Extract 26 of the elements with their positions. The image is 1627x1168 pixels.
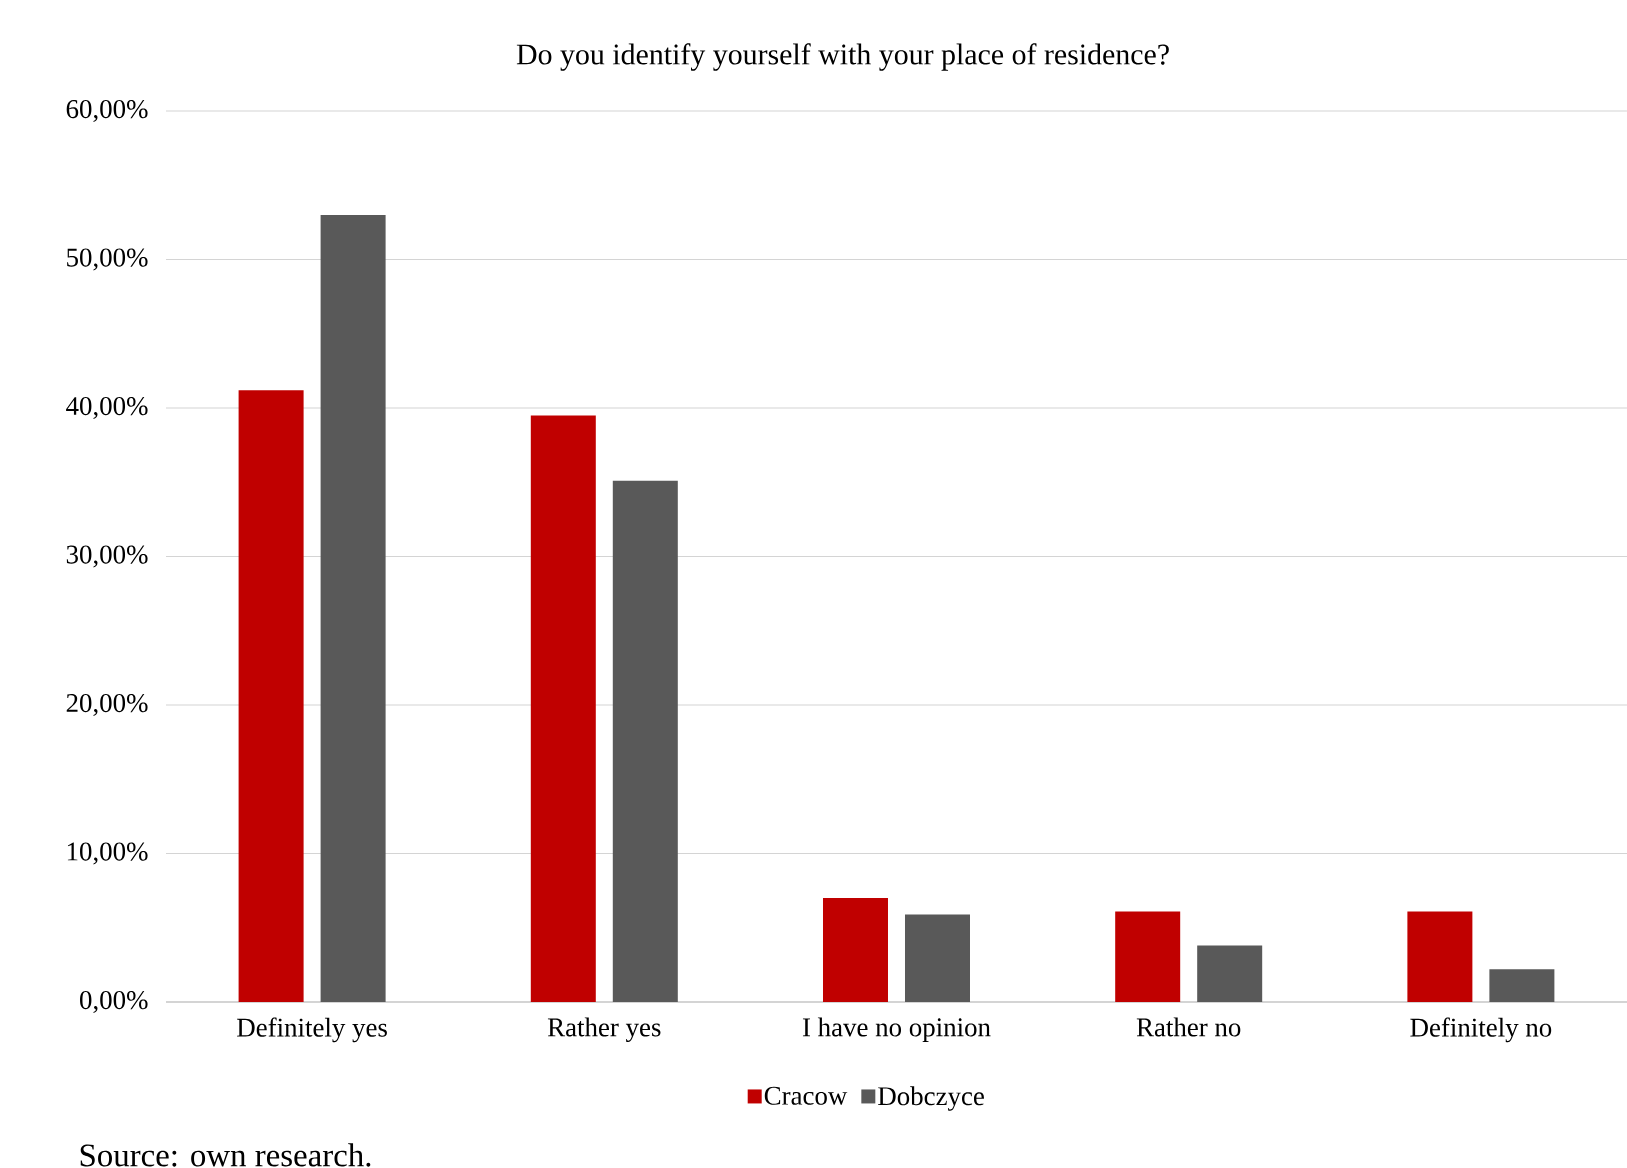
y-tick-label: 10,00% [67, 842, 148, 865]
bar [320, 214, 386, 1002]
x-tick-label: I have no opinion [802, 1017, 991, 1042]
bar [822, 898, 888, 1002]
y-tick-label: 40,00% [66, 396, 148, 420]
bar [1407, 911, 1473, 1002]
bar [238, 390, 304, 1002]
bar [530, 415, 596, 1002]
y-tick-label: 0,00% [80, 990, 148, 1014]
y-tick-label: 30,00% [66, 545, 148, 568]
chart-title: Do you identify yourself with your place of residence? [516, 43, 1169, 71]
bar [1489, 969, 1555, 1002]
x-tick-label: Rather yes [547, 1017, 661, 1042]
y-tick-label: 50,00% [67, 248, 148, 271]
bar [1197, 945, 1263, 1002]
bar [1115, 911, 1181, 1002]
legend-label: Dobczyce [878, 1086, 984, 1111]
y-tick-label: 60,00% [66, 99, 148, 123]
source-note: Source: own research. [80, 1143, 371, 1167]
bar [612, 480, 678, 1002]
bar [905, 914, 970, 1002]
x-tick-label: Definitely yes [237, 1017, 387, 1043]
x-tick-label: Rather no [1136, 1017, 1241, 1037]
x-tick-label: Definitely no [1410, 1017, 1552, 1043]
legend-label: Cracow [764, 1086, 848, 1105]
y-tick-label: 20,00% [66, 693, 148, 717]
